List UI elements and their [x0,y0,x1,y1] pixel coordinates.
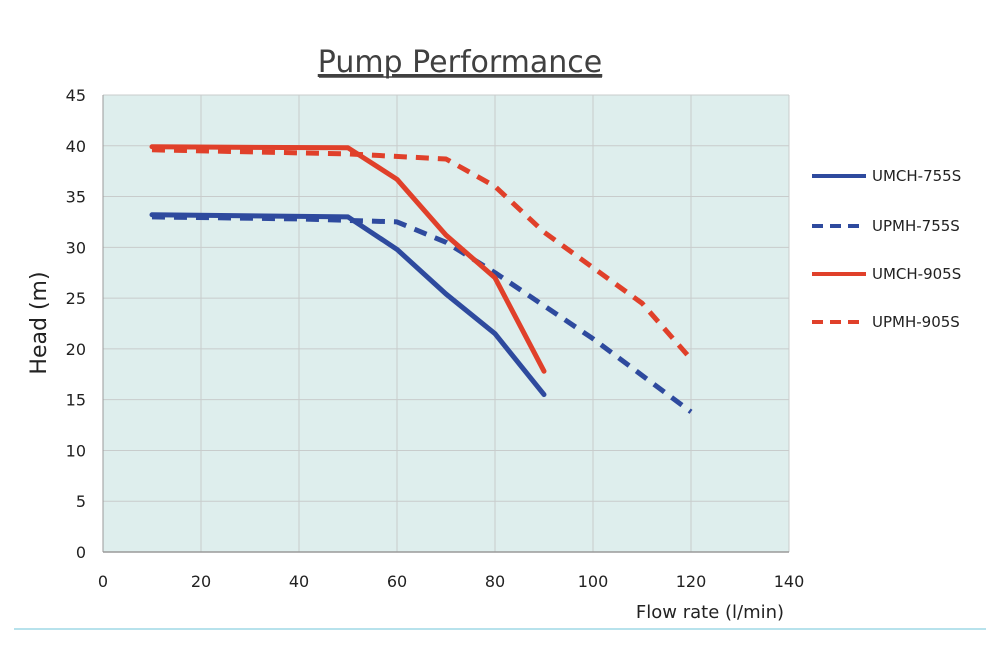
y-axis-title: Head (m) [27,271,52,374]
plot-area [103,95,789,552]
series-line-upmh-755s [151,214,693,414]
x-tick-label: 80 [485,572,505,591]
y-tick-label: 30 [66,238,86,257]
series-line-umch-755s [149,212,547,398]
x-tick-label: 140 [774,572,805,591]
y-tick-label: 40 [66,137,86,156]
y-tick-label: 20 [66,340,86,359]
x-tick-label: 60 [387,572,407,591]
series-line-umch-905s [149,144,547,374]
y-tick-label: 35 [66,188,86,207]
legend-label: UPMH-905S [872,313,960,331]
x-tick-label: 120 [676,572,707,591]
legend: UMCH-755S UPMH-755S UMCH-905S UPMH-905S [812,167,961,331]
x-tick-label: 20 [191,572,211,591]
y-tick-label: 10 [66,441,86,460]
legend-label: UMCH-755S [872,167,961,185]
y-tick-label: 0 [76,543,86,562]
x-axis-title: Flow rate (l/min) [636,602,784,623]
x-tick-labels: 0 20 40 60 80 100 120 140 [98,572,804,591]
legend-label: UPMH-755S [872,217,960,235]
grid-lines [103,94,790,552]
x-tick-label: 100 [578,572,609,591]
y-tick-label: 15 [66,391,86,410]
y-tick-label: 5 [76,492,86,511]
series-line-upmh-905s [151,147,693,361]
x-tick-label: 0 [98,572,108,591]
y-tick-labels: 0 5 10 15 20 25 30 35 40 45 [66,86,86,562]
x-tick-label: 40 [289,572,309,591]
chart-title: Pump Performance [318,45,603,80]
legend-label: UMCH-905S [872,265,961,283]
y-tick-label: 25 [66,289,86,308]
y-tick-label: 45 [66,86,86,105]
series-lines [149,144,693,414]
